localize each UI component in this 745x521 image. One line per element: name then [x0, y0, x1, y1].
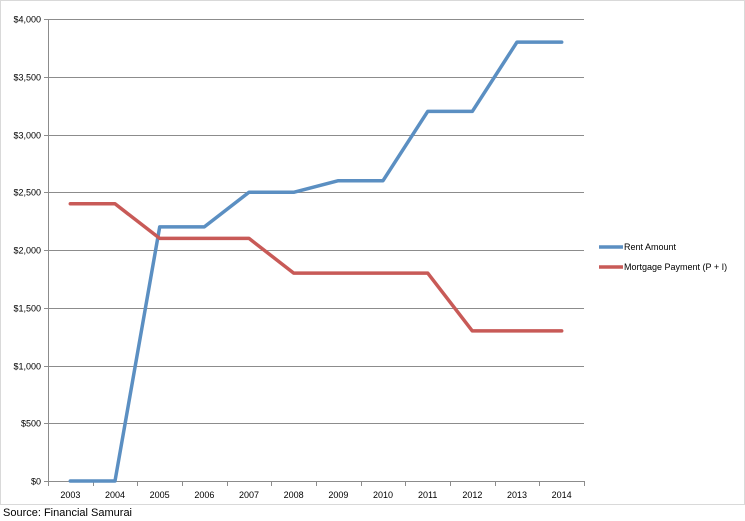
x-tick-label: 2011 — [418, 490, 437, 500]
x-tick-label: 2007 — [239, 490, 259, 500]
rent-amount-line — [68, 40, 564, 483]
chart-area: $0 $500 $1,000 $1,500 $2,000 $2,500 $3,000 $3,5… — [0, 0, 745, 505]
y-tick-label: $1,500 — [13, 304, 41, 314]
x-tick-label: 2003 — [60, 490, 80, 500]
line-chart: $0 $500 $1,000 $1,500 $2,000 $2,500 $3,000 $3,5… — [13, 15, 727, 501]
y-tick-label: $4,000 — [13, 15, 41, 25]
y-tick-label: $2,000 — [13, 246, 41, 256]
x-tick-label: 2009 — [328, 490, 348, 500]
y-tick-label: $2,500 — [13, 188, 41, 198]
x-tick-label: 2013 — [507, 490, 527, 500]
gridlines — [48, 19, 584, 424]
series-lines — [68, 40, 564, 483]
y-tick-label: $0 — [31, 477, 41, 487]
y-tick-label: $500 — [21, 419, 41, 429]
x-axis-ticks: 2003 2004 2005 2006 2007 2008 2009 2010 2011 2012… — [48, 481, 585, 500]
y-tick-label: $3,000 — [13, 131, 41, 141]
legend-label: Mortgage Payment (P + I) — [624, 262, 727, 272]
y-axis-ticks: $0 $500 $1,000 $1,500 $2,000 $2,500 $3,000 $3,5… — [13, 15, 48, 487]
x-tick-label: 2014 — [552, 490, 572, 500]
x-tick-label: 2005 — [150, 490, 170, 500]
legend-label: Rent Amount — [624, 242, 677, 252]
x-tick-label: 2012 — [462, 490, 482, 500]
x-tick-label: 2008 — [284, 490, 304, 500]
mortgage-payment-line — [68, 202, 564, 333]
x-tick-label: 2006 — [194, 490, 214, 500]
source-caption: Source: Financial Samurai — [3, 507, 133, 519]
x-tick-label: 2010 — [373, 490, 393, 500]
legend: Rent Amount Mortgage Payment (P + I) — [599, 242, 727, 272]
x-tick-label: 2004 — [105, 490, 125, 500]
y-tick-label: $3,500 — [13, 73, 41, 83]
y-tick-label: $1,000 — [13, 362, 41, 372]
